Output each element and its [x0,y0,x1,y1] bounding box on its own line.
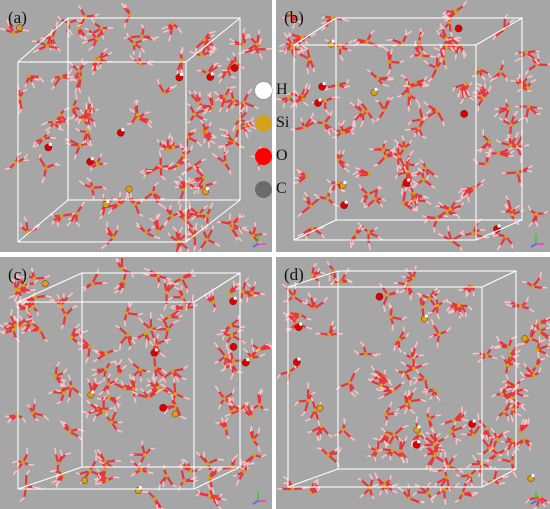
simulation-box [287,270,517,488]
molecule-render-b [276,0,550,252]
panel-c: (c) [0,257,272,509]
panel-label-c: (c) [8,265,27,284]
atom-legend: H Si O C [255,78,299,208]
molecule-cluster [0,257,272,509]
legend-item-si: Si [255,111,289,135]
molecule-render-d [276,261,550,509]
molecule-render-a [0,2,272,252]
axis-triad-icon [530,491,544,505]
legend-label-h: H [276,81,288,98]
axis-triad-icon [252,234,266,248]
axis-triad-icon [530,234,544,248]
molecule-render-c [0,257,272,509]
simulation-box [293,17,523,241]
axis-triad-icon [252,491,266,505]
legend-item-h: H [255,78,288,102]
silicon-dot-icon [255,114,272,132]
carbon-dot-icon [255,180,272,198]
molecule-cluster [276,261,550,509]
panel-label-a: (a) [8,8,27,27]
molecule-cluster [276,0,550,252]
panel-b: (b) [276,0,550,252]
legend-item-c: C [255,177,287,201]
simulation-box [17,272,241,490]
panel-label-b: (b) [284,8,304,27]
legend-label-si: Si [276,114,290,131]
molecule-cluster [0,2,272,252]
legend-label-c: C [276,180,287,197]
panel-d: (d) [276,257,550,509]
oxygen-dot-icon [255,147,272,165]
panel-label-d: (d) [284,265,304,284]
legend-item-o: O [255,144,288,168]
simulation-box [17,17,241,243]
legend-label-o: O [276,147,288,164]
hydrogen-dot-icon [255,81,272,99]
panel-a: (a) [0,0,272,252]
